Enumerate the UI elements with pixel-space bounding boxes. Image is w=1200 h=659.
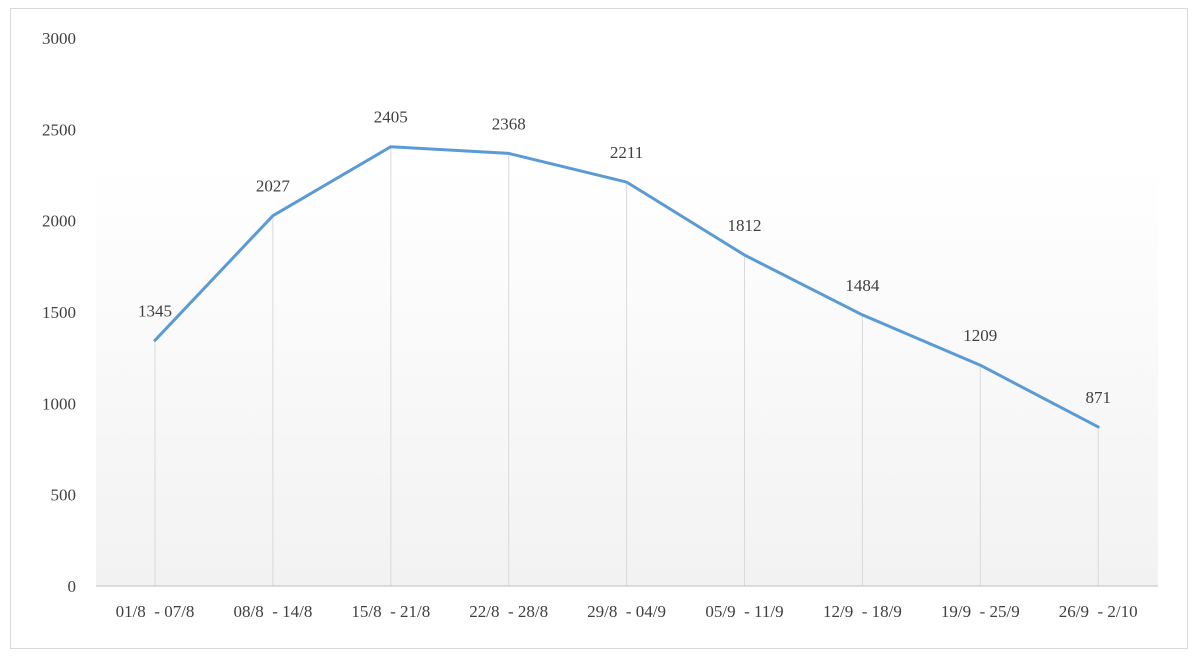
data-label: 2368 (492, 114, 526, 133)
y-tick-label: 500 (51, 486, 77, 505)
data-label: 2211 (610, 143, 643, 162)
data-label: 1484 (845, 276, 880, 295)
data-label: 1209 (963, 326, 997, 345)
x-tick-label: 08/8 - 14/8 (233, 602, 312, 621)
data-labels: 1345 2027 2405 2368 2211 1812 1484 1209 871 (138, 108, 1111, 407)
drop-lines (154, 146, 1099, 586)
data-label: 1812 (728, 216, 762, 235)
data-label: 871 (1085, 388, 1111, 407)
data-label: 2405 (374, 108, 408, 127)
x-tick-label: 12/9 - 18/9 (823, 602, 902, 621)
x-tick-label: 05/9 - 11/9 (705, 602, 783, 621)
data-label: 1345 (138, 301, 172, 320)
series-line (153, 145, 1100, 429)
y-axis-tick-labels: 0 500 1000 1500 2000 2500 3000 (42, 29, 76, 596)
y-tick-label: 2500 (42, 120, 76, 139)
x-tick-label: 19/9 - 25/9 (941, 602, 1020, 621)
y-tick-label: 1500 (42, 303, 76, 322)
y-tick-label: 0 (68, 577, 77, 596)
x-axis-tick-labels: 01/8 - 07/8 08/8 - 14/8 15/8 - 21/8 22/8 - … (116, 602, 1138, 621)
y-tick-label: 3000 (42, 29, 76, 48)
x-tick-label: 01/8 - 07/8 (116, 602, 195, 621)
x-tick-label: 29/8 - 04/9 (587, 602, 666, 621)
x-tick-label: 26/9 - 2/10 (1059, 602, 1138, 621)
x-tick-label: 22/8 - 28/8 (469, 602, 548, 621)
y-tick-label: 1000 (42, 394, 76, 413)
data-label: 2027 (256, 177, 291, 196)
x-tick-label: 15/8 - 21/8 (351, 602, 430, 621)
y-tick-label: 2000 (42, 212, 76, 231)
